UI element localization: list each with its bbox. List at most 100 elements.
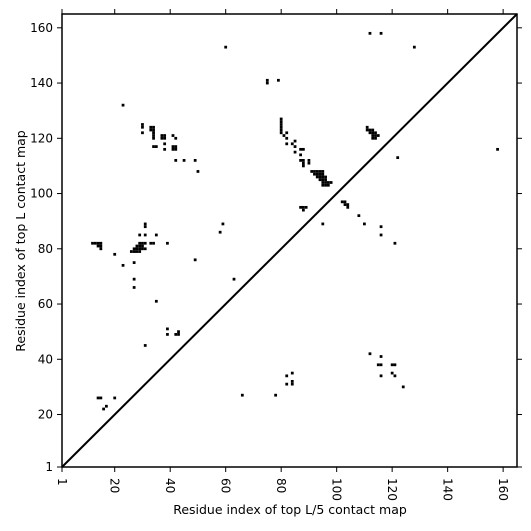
- y-tick-label: 1: [45, 460, 53, 474]
- x-axis-label: Residue index of top L/5 contact map: [173, 502, 407, 517]
- contact-point-upper: [301, 147, 305, 151]
- contact-point-upper: [279, 117, 283, 121]
- contact-point-lower: [393, 363, 397, 367]
- contact-point-upper: [304, 205, 308, 209]
- contact-point-upper: [93, 241, 97, 245]
- contact-point-upper: [177, 333, 180, 336]
- contact-point-upper: [324, 183, 327, 187]
- contact-point-upper: [301, 164, 305, 168]
- contact-point-upper: [326, 183, 330, 187]
- contact-point-upper: [346, 203, 350, 206]
- contact-point-upper: [307, 159, 311, 162]
- contact-point-upper: [152, 145, 155, 148]
- contact-point-upper: [357, 214, 361, 218]
- contact-point-upper: [310, 170, 314, 173]
- y-axis-label: Residue index of top L contact map: [13, 130, 28, 351]
- contact-point-lower: [379, 355, 383, 358]
- contact-point-upper: [141, 123, 144, 126]
- contact-point-upper: [129, 250, 133, 253]
- contact-point-upper: [141, 125, 144, 129]
- contact-point-lower: [379, 374, 383, 378]
- contact-point-lower: [240, 393, 244, 397]
- x-tick-label: 160: [496, 478, 510, 501]
- x-tick-label: 80: [274, 478, 288, 493]
- contact-point-upper: [143, 344, 147, 347]
- contact-point-upper: [324, 181, 327, 184]
- contact-point-upper: [393, 241, 397, 245]
- contact-point-upper: [152, 131, 155, 135]
- contact-point-upper: [163, 142, 167, 146]
- contact-point-upper: [132, 261, 136, 264]
- contact-point-upper: [293, 139, 297, 143]
- contact-point-upper: [379, 233, 383, 237]
- contact-point-upper: [138, 241, 142, 245]
- contact-point-upper: [143, 233, 147, 237]
- contact-point-lower: [285, 382, 289, 386]
- contact-point-upper: [299, 147, 302, 151]
- x-tick-label: 140: [441, 478, 455, 501]
- contact-point-upper: [152, 125, 155, 129]
- contact-point-upper: [141, 247, 144, 251]
- contact-point-upper: [363, 222, 366, 226]
- contact-point-upper: [324, 175, 327, 179]
- contact-point-upper: [154, 145, 158, 148]
- x-tick-label: 40: [163, 478, 177, 493]
- contact-point-upper: [371, 128, 375, 132]
- contact-point-upper: [307, 161, 311, 165]
- contact-point-upper: [301, 161, 305, 165]
- contact-point-upper: [171, 145, 175, 148]
- y-tick-label: 120: [30, 131, 53, 145]
- contact-point-upper: [152, 136, 155, 140]
- contact-point-upper: [135, 250, 139, 253]
- contact-point-upper: [326, 181, 330, 184]
- y-tick-label: 80: [38, 242, 53, 256]
- contact-point-upper: [154, 233, 158, 237]
- contact-point-upper: [374, 134, 377, 137]
- contact-point-lower: [401, 385, 405, 389]
- contact-point-upper: [141, 131, 144, 135]
- y-tick-label: 20: [38, 408, 53, 422]
- y-tick-label: 160: [30, 21, 53, 35]
- contact-point-upper: [340, 200, 344, 204]
- contact-point-upper: [368, 131, 372, 135]
- contact-point-upper: [141, 244, 144, 248]
- y-tick-label: 60: [38, 297, 53, 311]
- contact-point-upper: [365, 125, 369, 129]
- contact-point-lower: [379, 363, 383, 367]
- contact-point-upper: [368, 31, 372, 35]
- contact-point-lower: [99, 396, 103, 400]
- contact-point-upper: [143, 241, 147, 245]
- contact-point-upper: [321, 172, 325, 176]
- contact-point-upper: [152, 128, 155, 132]
- contact-point-upper: [315, 172, 319, 176]
- contact-point-upper: [313, 170, 316, 173]
- contact-point-upper: [321, 222, 325, 226]
- contact-point-upper: [293, 150, 297, 154]
- contact-point-upper: [321, 178, 325, 182]
- contact-point-upper: [379, 225, 383, 229]
- contact-point-upper: [99, 244, 103, 248]
- contact-point-lower: [113, 396, 117, 400]
- contact-point-upper: [318, 178, 322, 182]
- contact-point-upper: [166, 333, 169, 336]
- contact-point-upper: [221, 222, 225, 226]
- contact-point-upper: [138, 247, 142, 251]
- contact-point-upper: [138, 233, 142, 237]
- x-tick-label: 120: [385, 478, 399, 501]
- contact-point-upper: [313, 172, 316, 176]
- contact-point-lower: [376, 363, 380, 367]
- contact-point-upper: [138, 244, 142, 248]
- diagonal-line: [61, 13, 518, 468]
- contact-point-upper: [279, 120, 283, 124]
- contact-point-lower: [96, 396, 100, 400]
- contact-point-upper: [96, 244, 100, 248]
- contact-point-lower: [102, 407, 106, 411]
- contact-point-upper: [412, 45, 416, 49]
- contact-point-upper: [132, 247, 136, 251]
- contact-point-upper: [171, 134, 175, 137]
- contact-point-upper: [121, 263, 125, 267]
- contact-point-upper: [329, 181, 333, 184]
- contact-point-upper: [224, 45, 228, 49]
